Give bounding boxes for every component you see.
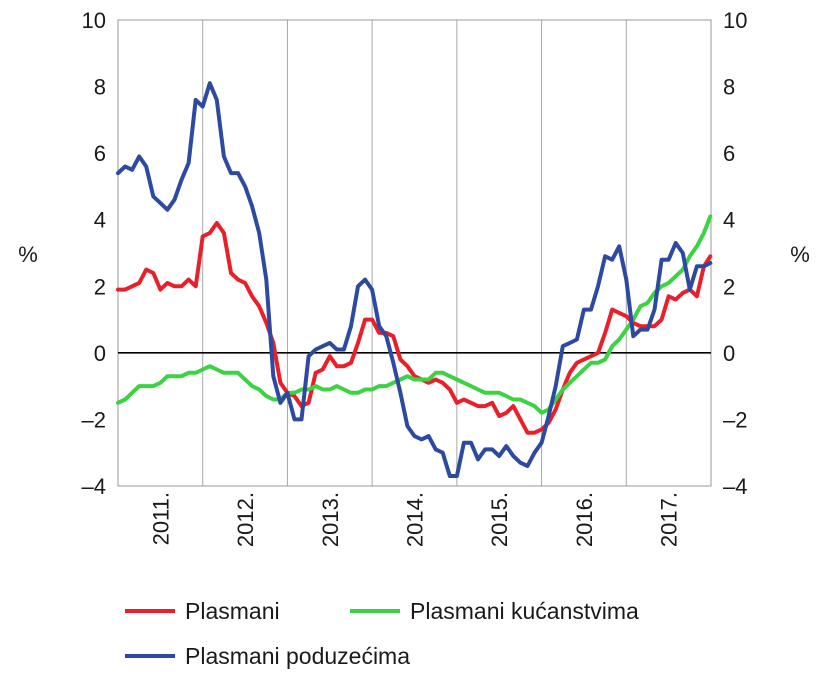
y-right-tick-label: 2 [723,274,735,299]
y-left-tick-label: 2 [94,274,106,299]
plot-frame [117,19,712,487]
x-tick-label: 2016. [572,492,597,547]
legend-item-plasmani-poduzecima: Plasmani poduzećima [125,643,410,669]
x-tick-label: 2015. [487,492,512,547]
y-right-tick-label: 6 [723,141,735,166]
legend-item-plasmani-kucanstvima: Plasmani kućanstvima [350,598,639,624]
y-right-tick-label: 0 [723,341,735,366]
series-line-plasmani [116,221,713,435]
legend: Plasmani Plasmani kućanstvima Plasmani p… [125,598,639,669]
x-axis: 2011. 2012. 2013. 2014. 2015. 2016. 2017. [148,492,681,547]
y-axis-right-unit: % [790,242,810,267]
y-left-tick-label: 8 [94,75,106,100]
y-right-tick-label: 4 [723,208,735,233]
y-right-tick-label: –4 [723,474,747,499]
series-layer [116,81,713,478]
series-line-plasmani-poduzecima [116,81,713,478]
y-right-tick-label: –2 [723,407,747,432]
y-right-tick-label: 10 [723,8,747,33]
x-tick-label: 2014. [403,492,428,547]
x-tick-label: 2013. [318,492,343,547]
y-left-tick-label: 6 [94,141,106,166]
x-tick-label: 2017. [657,492,682,547]
y-axis-right: –4 –2 0 2 4 6 8 10 [723,8,747,499]
y-left-tick-label: 4 [94,208,106,233]
y-left-tick-label: 10 [82,8,106,33]
legend-label-plasmani: Plasmani [185,598,280,624]
y-axis-left-unit: % [18,242,38,267]
x-tick-label: 2011. [148,492,173,545]
legend-item-plasmani: Plasmani [125,598,280,624]
y-left-tick-label: 0 [94,341,106,366]
y-axis-left: –4 –2 0 2 4 6 8 10 [82,8,106,499]
y-right-tick-label: 8 [723,75,735,100]
y-left-tick-label: –4 [82,474,106,499]
vertical-gridlines [202,20,627,486]
y-left-tick-label: –2 [82,407,106,432]
x-tick-label: 2012. [233,492,258,547]
legend-label-plasmani-kucanstvima: Plasmani kućanstvima [410,598,639,624]
series-line-plasmani-kucanstvima [116,214,713,415]
legend-label-plasmani-poduzecima: Plasmani poduzećima [185,643,410,669]
